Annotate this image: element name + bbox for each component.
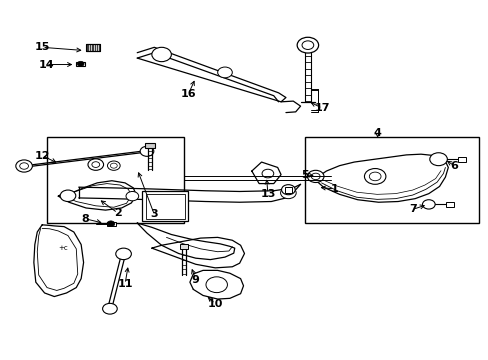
Circle shape xyxy=(281,185,295,195)
Text: 13: 13 xyxy=(260,189,275,199)
Circle shape xyxy=(20,163,28,169)
Text: 7: 7 xyxy=(408,204,416,215)
Circle shape xyxy=(88,159,103,170)
Bar xyxy=(285,187,291,193)
Circle shape xyxy=(262,169,273,178)
Text: 14: 14 xyxy=(38,59,54,69)
Circle shape xyxy=(280,187,296,199)
Circle shape xyxy=(297,37,318,53)
Circle shape xyxy=(116,248,131,260)
Bar xyxy=(146,194,184,219)
Text: 2: 2 xyxy=(114,208,122,218)
Circle shape xyxy=(107,161,120,170)
Text: 5: 5 xyxy=(301,170,308,180)
Text: 3: 3 xyxy=(150,210,158,220)
Bar xyxy=(47,137,183,223)
Circle shape xyxy=(126,192,139,201)
Circle shape xyxy=(140,146,154,156)
Text: +c: +c xyxy=(58,245,68,251)
Text: 1: 1 xyxy=(330,184,338,194)
Bar xyxy=(76,62,85,66)
Text: 12: 12 xyxy=(34,150,50,161)
Circle shape xyxy=(422,200,434,209)
Bar xyxy=(179,244,188,249)
Bar xyxy=(86,44,100,51)
Circle shape xyxy=(217,67,232,78)
Bar xyxy=(445,202,453,207)
Text: 16: 16 xyxy=(180,89,196,99)
Circle shape xyxy=(92,162,100,167)
Circle shape xyxy=(307,170,324,183)
Circle shape xyxy=(107,221,115,226)
Circle shape xyxy=(302,41,313,49)
Circle shape xyxy=(16,160,32,172)
Circle shape xyxy=(60,190,76,202)
Text: 17: 17 xyxy=(314,103,329,113)
Bar xyxy=(145,143,155,148)
Bar xyxy=(457,157,465,162)
Text: 15: 15 xyxy=(34,42,50,52)
Circle shape xyxy=(102,303,117,314)
Circle shape xyxy=(429,153,447,166)
Text: 10: 10 xyxy=(207,299,223,309)
Circle shape xyxy=(152,47,171,62)
Circle shape xyxy=(364,168,385,184)
Bar xyxy=(305,137,478,223)
Circle shape xyxy=(110,163,117,168)
Text: 4: 4 xyxy=(373,129,381,138)
Bar xyxy=(142,191,188,221)
Text: 6: 6 xyxy=(449,161,457,171)
Circle shape xyxy=(77,61,84,66)
Text: 8: 8 xyxy=(81,214,89,224)
Circle shape xyxy=(368,172,380,181)
Bar xyxy=(107,222,116,226)
Circle shape xyxy=(311,173,320,180)
Text: 9: 9 xyxy=(191,275,199,285)
Text: 11: 11 xyxy=(117,279,133,289)
Circle shape xyxy=(205,277,227,293)
